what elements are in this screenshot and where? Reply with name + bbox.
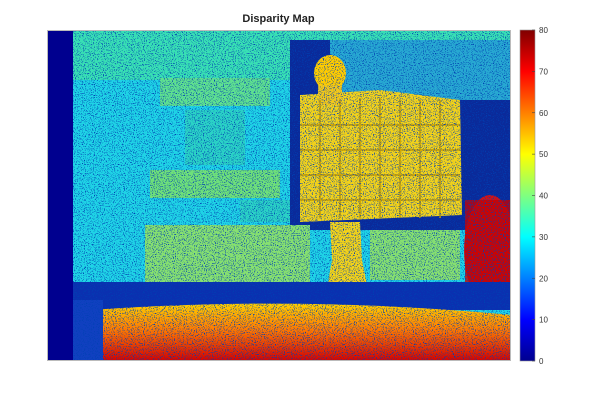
chart-title: Disparity Map: [242, 13, 315, 25]
colorbar-tick-label: 70: [539, 67, 548, 76]
heatmap-image: [47, 30, 511, 361]
colorbar-tick-label: 20: [539, 274, 548, 283]
colorbar-ticks: 0 10 20 30 40 50 60 70 80: [532, 26, 548, 366]
colorbar-tick-label: 0: [539, 357, 544, 366]
colorbar-tick-label: 80: [539, 26, 548, 35]
colorbar-tick-label: 10: [539, 316, 548, 325]
colorbar-tick-label: 30: [539, 233, 548, 242]
colorbar-tick-label: 60: [539, 109, 548, 118]
colorbar-tick-label: 40: [539, 192, 548, 201]
plot-frame: [47, 30, 511, 361]
colorbar-tick-label: 50: [539, 150, 548, 159]
